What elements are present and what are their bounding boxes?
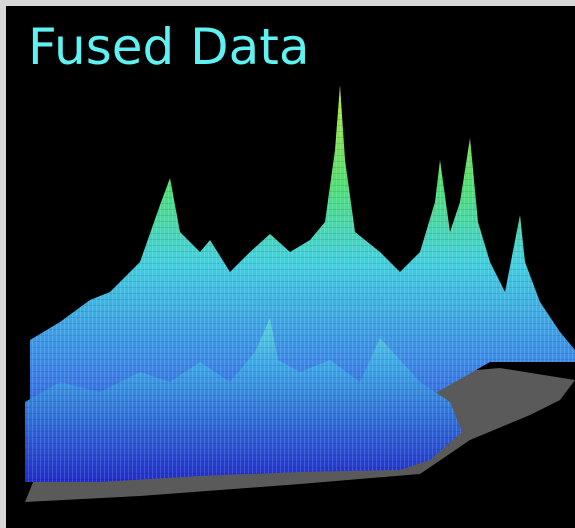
surface-back-mesh [30, 85, 575, 472]
surface-front-mesh [25, 318, 462, 482]
title: Fused Data [28, 18, 310, 76]
